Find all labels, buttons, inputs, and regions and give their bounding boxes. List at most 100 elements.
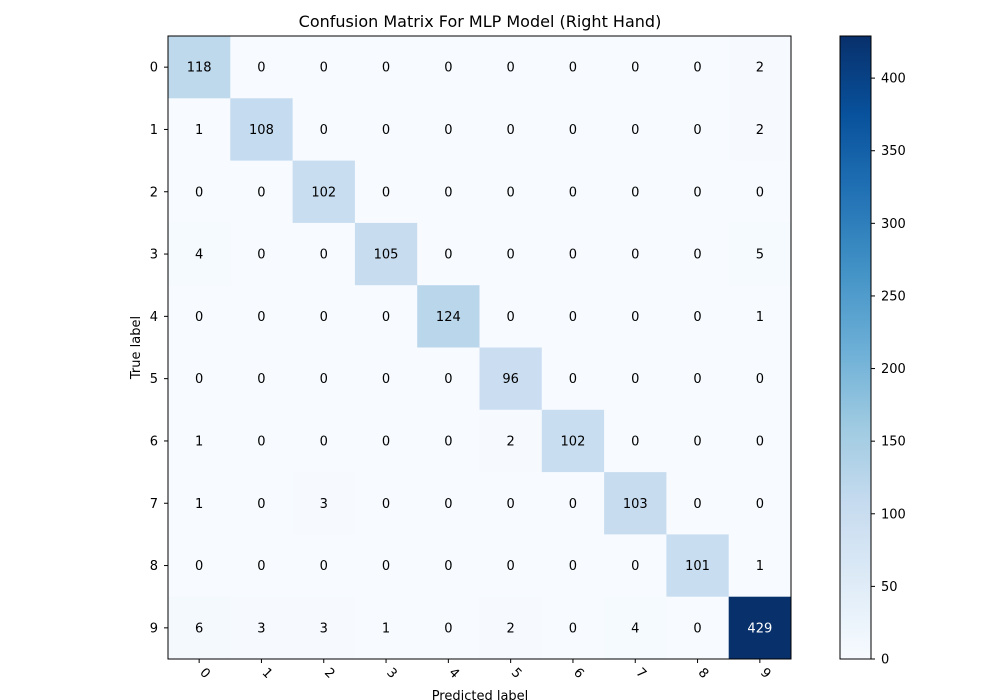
x-tick-label: 6 — [570, 665, 586, 681]
cell-value-label: 0 — [631, 372, 639, 387]
heatmap-cell — [168, 285, 231, 348]
cell-value-label: 103 — [623, 497, 648, 512]
cell-value-label: 0 — [693, 621, 701, 636]
heatmap-cell — [666, 98, 730, 162]
x-tick-label: 7 — [632, 665, 648, 681]
cell-value-label: 0 — [382, 123, 390, 138]
cell-value-label: 0 — [382, 372, 390, 387]
cell-value-label: 0 — [507, 123, 515, 138]
cell-value-label: 429 — [747, 621, 772, 636]
cell-value-label: 0 — [569, 497, 577, 512]
heatmap-cell — [666, 534, 730, 598]
heatmap-cell — [604, 409, 667, 473]
heatmap-cell — [354, 534, 418, 598]
heatmap-cell — [230, 222, 294, 286]
heatmap-cell — [604, 285, 667, 348]
heatmap-cell — [604, 596, 667, 660]
cell-value-label: 1 — [382, 621, 390, 636]
heatmap-cell — [728, 472, 792, 535]
cell-value-label: 5 — [756, 248, 764, 263]
y-tick-label: 4 — [150, 310, 158, 325]
colorbar-tick-label: 100 — [881, 507, 906, 522]
heatmap-cell — [604, 36, 667, 99]
heatmap-cell — [666, 285, 730, 348]
y-tick-label: 0 — [150, 61, 158, 76]
heatmap-cell — [541, 160, 605, 224]
heatmap-cell — [168, 160, 231, 224]
cell-value-label: 0 — [569, 123, 577, 138]
heatmap-cell — [479, 36, 543, 99]
heatmap-cell — [541, 472, 605, 535]
y-tick-label: 2 — [150, 185, 158, 200]
heatmap-cell — [230, 409, 294, 473]
cell-value-label: 4 — [631, 621, 639, 636]
heatmap-cell — [479, 285, 543, 348]
cell-value-label: 0 — [507, 61, 515, 76]
heatmap-cell — [604, 472, 667, 535]
heatmap-cell — [541, 36, 605, 99]
heatmap-cell — [417, 98, 480, 162]
heatmap-cell — [230, 36, 294, 99]
heatmap-cell — [604, 534, 667, 598]
cell-value-label: 0 — [569, 310, 577, 325]
cell-value-label: 0 — [507, 497, 515, 512]
heatmap-cell — [168, 98, 231, 162]
cell-value-label: 102 — [561, 434, 586, 449]
heatmap-cell — [292, 534, 356, 598]
cell-value-label: 0 — [320, 310, 328, 325]
heatmap-cell — [292, 160, 356, 224]
heatmap-cell — [168, 36, 231, 99]
cell-value-label: 0 — [257, 248, 265, 263]
cell-value-label: 0 — [444, 123, 452, 138]
heatmap-cell — [728, 160, 792, 224]
cell-value-label: 4 — [195, 248, 203, 263]
heatmap-cell — [292, 285, 356, 348]
cell-value-label: 0 — [320, 123, 328, 138]
heatmap-cell — [354, 98, 418, 162]
heatmap-cell — [417, 472, 480, 535]
heatmap-cell — [292, 409, 356, 473]
cell-value-label: 0 — [382, 61, 390, 76]
heatmap-cell — [604, 222, 667, 286]
heatmap-cell — [230, 285, 294, 348]
cell-value-label: 0 — [382, 559, 390, 574]
heatmap-cell — [417, 36, 480, 99]
colorbar-tick-label: 50 — [881, 580, 898, 595]
cell-value-label: 105 — [374, 248, 399, 263]
cell-value-label: 0 — [444, 61, 452, 76]
cell-value-label: 101 — [685, 559, 710, 574]
heatmap-cell — [230, 98, 294, 162]
x-tick-label: 0 — [196, 665, 212, 681]
colorbar-tick-label: 150 — [881, 435, 906, 450]
cell-value-label: 1 — [195, 434, 203, 449]
y-tick-label: 8 — [150, 559, 158, 574]
x-tick-label: 8 — [695, 665, 711, 681]
heatmap-cell — [230, 347, 294, 411]
heatmap-cell — [168, 596, 231, 660]
cell-value-label: 0 — [444, 434, 452, 449]
colorbar — [839, 35, 872, 660]
cell-value-label: 96 — [502, 372, 519, 387]
cell-value-label: 0 — [693, 372, 701, 387]
y-tick-label: 6 — [150, 434, 158, 449]
cell-value-label: 0 — [257, 497, 265, 512]
cell-value-label: 0 — [444, 185, 452, 200]
heatmap-cell — [728, 534, 792, 598]
heatmap-cell — [354, 222, 418, 286]
heatmap-cell — [168, 222, 231, 286]
x-axis-label: Predicted label — [432, 689, 529, 700]
cell-value-label: 0 — [693, 248, 701, 263]
heatmap-cell — [292, 347, 356, 411]
cell-value-label: 2 — [756, 61, 764, 76]
heatmap-cell — [354, 347, 418, 411]
heatmap-cell — [666, 347, 730, 411]
cell-value-label: 0 — [507, 310, 515, 325]
colorbar-tick-label: 200 — [881, 362, 906, 377]
x-axis-ticks: 0 1 2 3 4 5 6 7 8 9 — [196, 659, 774, 682]
heatmap-cell — [354, 160, 418, 224]
colorbar-tick-label: 0 — [881, 653, 889, 668]
y-tick-label: 9 — [150, 621, 158, 636]
cell-value-label: 0 — [382, 185, 390, 200]
cell-value-label: 0 — [507, 248, 515, 263]
cell-value-label: 2 — [507, 434, 515, 449]
